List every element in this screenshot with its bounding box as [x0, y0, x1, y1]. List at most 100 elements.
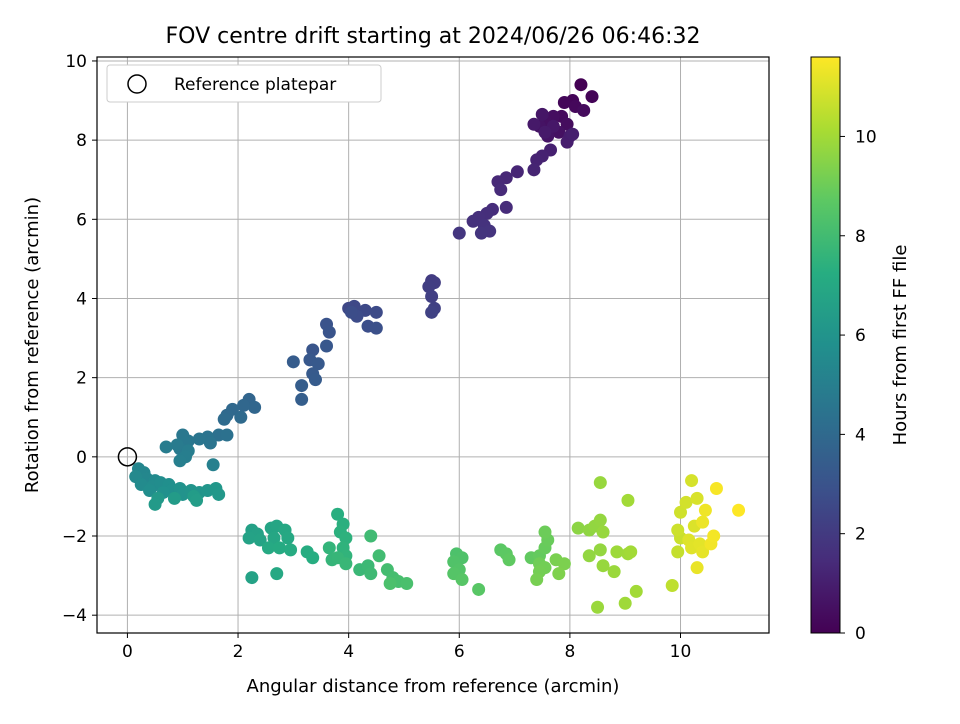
data-point — [596, 525, 610, 539]
data-point — [369, 305, 383, 319]
colorbar-tick-label: 6 — [855, 326, 866, 346]
data-point — [538, 125, 552, 139]
data-point — [295, 392, 309, 406]
data-point — [552, 567, 566, 581]
data-point — [577, 103, 591, 117]
data-point — [690, 491, 704, 505]
data-point — [610, 545, 624, 559]
data-point — [372, 549, 386, 563]
data-point — [530, 573, 544, 587]
data-point — [306, 343, 320, 357]
data-point — [560, 117, 574, 131]
data-point — [331, 507, 345, 521]
data-point — [320, 339, 334, 353]
data-point — [696, 545, 710, 559]
y-tick-label: 8 — [76, 131, 87, 151]
data-point — [474, 226, 488, 240]
plot-frame — [96, 56, 770, 634]
data-point — [364, 529, 378, 543]
data-point — [557, 96, 571, 110]
x-tick-label: 8 — [564, 642, 575, 662]
data-point — [557, 557, 571, 571]
data-point — [566, 127, 580, 141]
data-point — [311, 357, 325, 371]
reference-marker — [117, 447, 138, 467]
data-point — [665, 578, 679, 592]
x-tick-label: 10 — [670, 642, 692, 662]
chart-title: FOV centre drift starting at 2024/06/26 … — [166, 24, 701, 49]
data-point — [452, 226, 466, 240]
colorbar: 0 2 4 6 8 10 Hours from first FF file — [810, 56, 911, 644]
x-axis-ticks: 0 2 4 6 8 10 — [122, 633, 691, 662]
data-point — [685, 474, 699, 488]
data-point — [472, 582, 486, 596]
data-point — [383, 577, 397, 591]
data-point — [422, 280, 436, 294]
data-point — [322, 325, 336, 339]
data-point — [295, 379, 309, 393]
data-point — [732, 503, 746, 517]
data-point — [344, 305, 358, 319]
data-point — [698, 503, 712, 517]
y-tick-label: −4 — [62, 606, 87, 626]
data-point — [237, 398, 251, 412]
y-tick-label: −2 — [62, 527, 87, 547]
data-point — [527, 117, 541, 131]
y-tick-label: 6 — [76, 210, 87, 230]
data-point — [510, 165, 524, 179]
colorbar-ticks: 0 2 4 6 8 10 — [840, 127, 877, 644]
data-point — [234, 410, 248, 424]
data-point — [400, 577, 414, 591]
data-point — [364, 567, 378, 581]
x-tick-label: 0 — [122, 642, 133, 662]
data-point — [167, 491, 181, 505]
data-point — [261, 541, 275, 555]
data-point — [143, 483, 157, 497]
data-point — [679, 495, 693, 509]
data-point — [425, 290, 439, 304]
data-point — [245, 571, 259, 585]
colorbar-tick-label: 10 — [855, 127, 877, 147]
data-point — [322, 541, 336, 555]
data-point — [527, 163, 541, 177]
data-point — [306, 551, 320, 565]
data-point — [607, 565, 621, 579]
data-points — [129, 78, 746, 614]
data-point — [674, 505, 688, 519]
y-tick-label: 10 — [65, 52, 87, 72]
data-point — [593, 476, 607, 490]
colorbar-tick-label: 0 — [855, 624, 866, 644]
data-point — [499, 200, 513, 214]
data-point — [591, 600, 605, 614]
y-axis-label: Rotation from reference (arcmin) — [22, 197, 43, 493]
data-point — [308, 373, 322, 387]
data-point — [593, 513, 607, 527]
data-point — [466, 214, 480, 228]
x-axis-label: Angular distance from reference (arcmin) — [247, 676, 620, 697]
data-point — [217, 412, 231, 426]
data-point — [671, 545, 685, 559]
data-point — [502, 553, 516, 567]
data-point — [535, 107, 549, 121]
data-point — [593, 543, 607, 557]
colorbar-label: Hours from first FF file — [890, 245, 911, 446]
data-point — [530, 153, 544, 167]
data-point — [190, 493, 204, 507]
data-point — [455, 573, 469, 587]
legend-box — [106, 64, 382, 103]
legend: Reference platepar — [106, 64, 382, 103]
data-point — [192, 432, 206, 446]
y-tick-label: 2 — [76, 369, 87, 389]
data-point — [624, 545, 638, 559]
data-point — [273, 541, 287, 555]
data-point — [159, 440, 173, 454]
legend-reference-marker — [127, 74, 147, 94]
data-point — [707, 529, 721, 543]
y-axis-ticks: −4 −2 0 2 4 6 8 10 — [62, 52, 97, 626]
colorbar-gradient — [810, 56, 841, 634]
data-point — [267, 531, 281, 545]
colorbar-tick-label: 4 — [855, 425, 866, 445]
plot-area — [97, 57, 769, 633]
data-point — [571, 521, 585, 535]
data-point — [281, 531, 295, 545]
